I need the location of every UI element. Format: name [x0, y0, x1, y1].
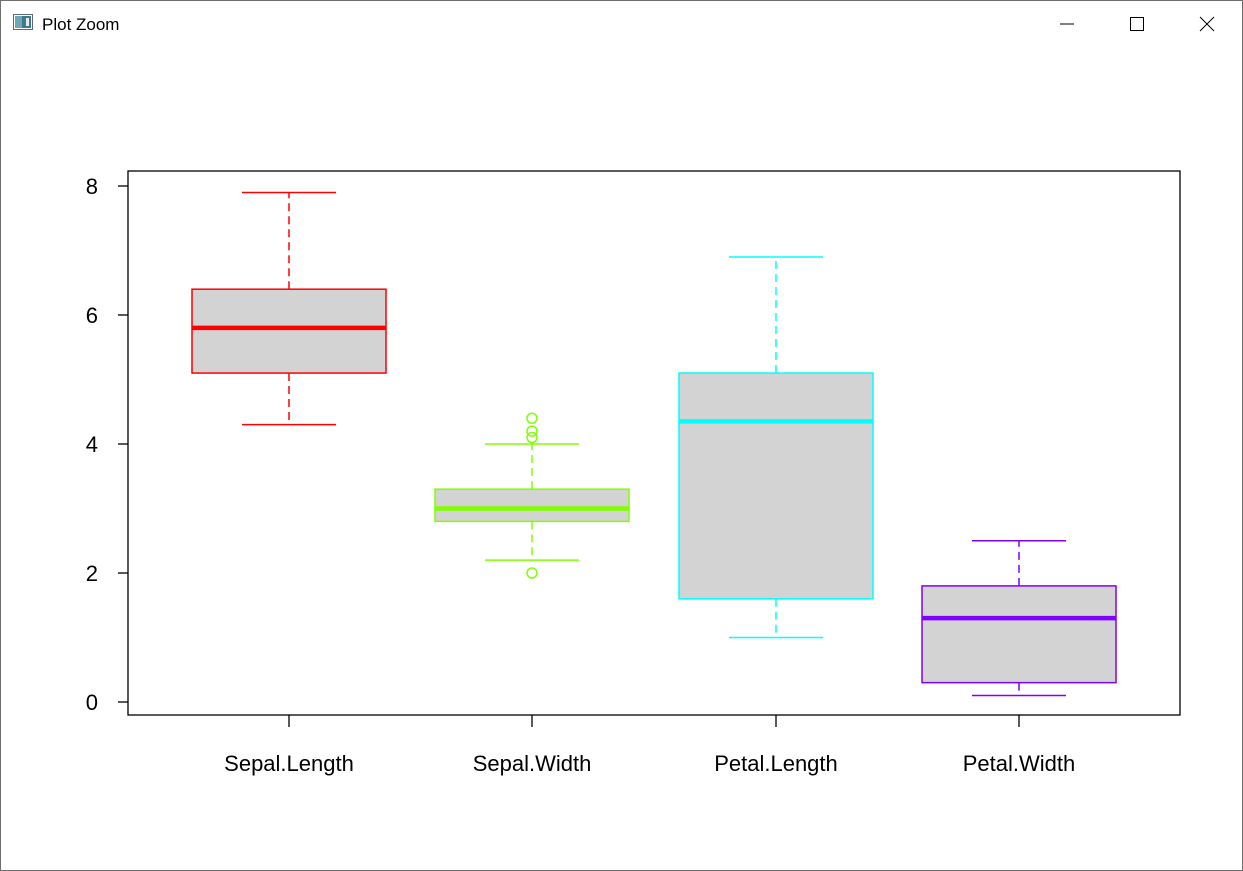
- y-tick-label: 8: [86, 174, 98, 199]
- box-sepal-length: [191, 288, 387, 374]
- close-button[interactable]: [1172, 1, 1242, 47]
- y-tick-label: 2: [86, 561, 98, 586]
- y-tick-label: 0: [86, 690, 98, 715]
- outlier-point: [526, 412, 538, 424]
- x-tick-label: Sepal.Width: [473, 751, 592, 776]
- outlier-point: [526, 425, 538, 437]
- minimize-button[interactable]: [1032, 1, 1102, 47]
- x-tick-label: Sepal.Length: [224, 751, 354, 776]
- close-icon: [1199, 16, 1215, 32]
- box-sepal-width: [434, 488, 630, 523]
- outlier-point: [526, 567, 538, 579]
- title-bar[interactable]: Plot Zoom: [1, 1, 1242, 47]
- box-petal-width: [921, 585, 1117, 684]
- y-tick-label: 4: [86, 432, 98, 457]
- plot-window-icon: [13, 14, 33, 30]
- y-tick-label: 6: [86, 303, 98, 328]
- x-tick-label: Petal.Length: [714, 751, 838, 776]
- x-tick-label: Petal.Width: [963, 751, 1076, 776]
- window-title: Plot Zoom: [42, 15, 120, 34]
- maximize-button[interactable]: [1102, 1, 1172, 47]
- plot-area: 0 2 4 6 8 Sepal.Length Sepal.Width Petal.Length…: [1, 47, 1242, 870]
- box-petal-length: [678, 372, 874, 600]
- minimize-icon: [1060, 23, 1074, 25]
- outlier-point: [526, 431, 538, 444]
- plot-frame: [127, 170, 1181, 716]
- maximize-icon: [1130, 17, 1144, 31]
